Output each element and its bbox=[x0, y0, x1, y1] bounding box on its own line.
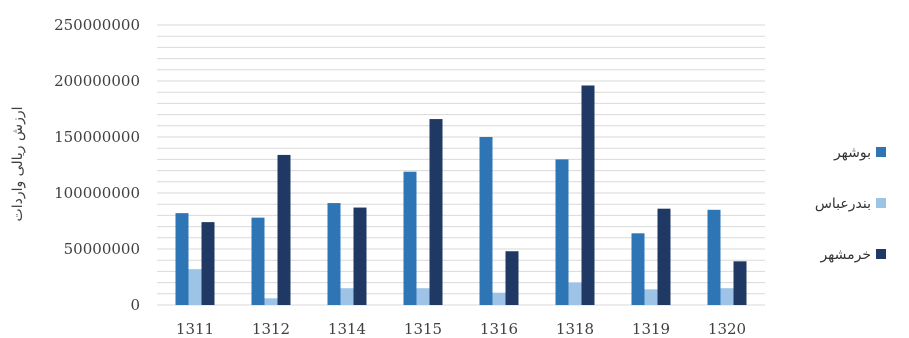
bar bbox=[644, 289, 658, 305]
x-tick-label: 1314 bbox=[328, 320, 366, 338]
bar bbox=[657, 208, 671, 305]
x-tick-label: 1312 bbox=[252, 320, 290, 338]
legend-label: بندرعباس bbox=[815, 196, 871, 212]
bar bbox=[327, 203, 341, 305]
x-tick-label: 1316 bbox=[480, 320, 518, 338]
x-tick-label: 1311 bbox=[176, 320, 214, 338]
legend-swatch bbox=[876, 147, 886, 157]
legend-label: خرمشهر bbox=[819, 247, 871, 263]
x-tick-label: 1320 bbox=[708, 320, 746, 338]
bar bbox=[201, 222, 215, 305]
x-axis-ticks: 1311 1312 1314 1315 1316 1318 1319 1320 bbox=[176, 320, 746, 338]
bar bbox=[479, 137, 493, 305]
y-tick-label: 100000000 bbox=[54, 184, 140, 202]
y-axis-ticks: 0 50000000 100000000 150000000 200000000 2500… bbox=[54, 16, 140, 314]
bar bbox=[277, 154, 291, 305]
bar bbox=[505, 251, 519, 305]
y-tick-label: 150000000 bbox=[54, 128, 140, 146]
bars bbox=[175, 85, 747, 305]
bar bbox=[492, 292, 506, 305]
bar bbox=[429, 119, 443, 305]
legend-swatch bbox=[876, 249, 886, 259]
bar bbox=[188, 269, 202, 305]
y-tick-label: 0 bbox=[130, 296, 140, 314]
bar bbox=[340, 288, 354, 305]
legend: بوشهر بندرعباس خرمشهر bbox=[815, 145, 886, 263]
y-tick-label: 50000000 bbox=[64, 240, 140, 258]
bar bbox=[555, 159, 569, 305]
bar bbox=[720, 288, 734, 305]
bar bbox=[175, 213, 189, 305]
bar bbox=[631, 233, 645, 305]
bar bbox=[707, 209, 721, 305]
bar bbox=[581, 85, 595, 305]
y-tick-label: 250000000 bbox=[54, 16, 140, 34]
bar bbox=[568, 282, 582, 305]
y-tick-label: 200000000 bbox=[54, 72, 140, 90]
legend-label: بوشهر bbox=[833, 145, 871, 161]
bar bbox=[251, 217, 265, 305]
bar bbox=[416, 288, 430, 305]
bar bbox=[264, 298, 278, 305]
bar bbox=[733, 261, 747, 305]
bar bbox=[403, 171, 417, 305]
y-axis-label: ارزش ریالی واردات bbox=[10, 107, 26, 222]
gridlines bbox=[157, 24, 765, 306]
legend-swatch bbox=[876, 198, 886, 208]
bar bbox=[353, 207, 367, 305]
x-tick-label: 1315 bbox=[404, 320, 442, 338]
x-tick-label: 1319 bbox=[632, 320, 670, 338]
x-tick-label: 1318 bbox=[556, 320, 594, 338]
